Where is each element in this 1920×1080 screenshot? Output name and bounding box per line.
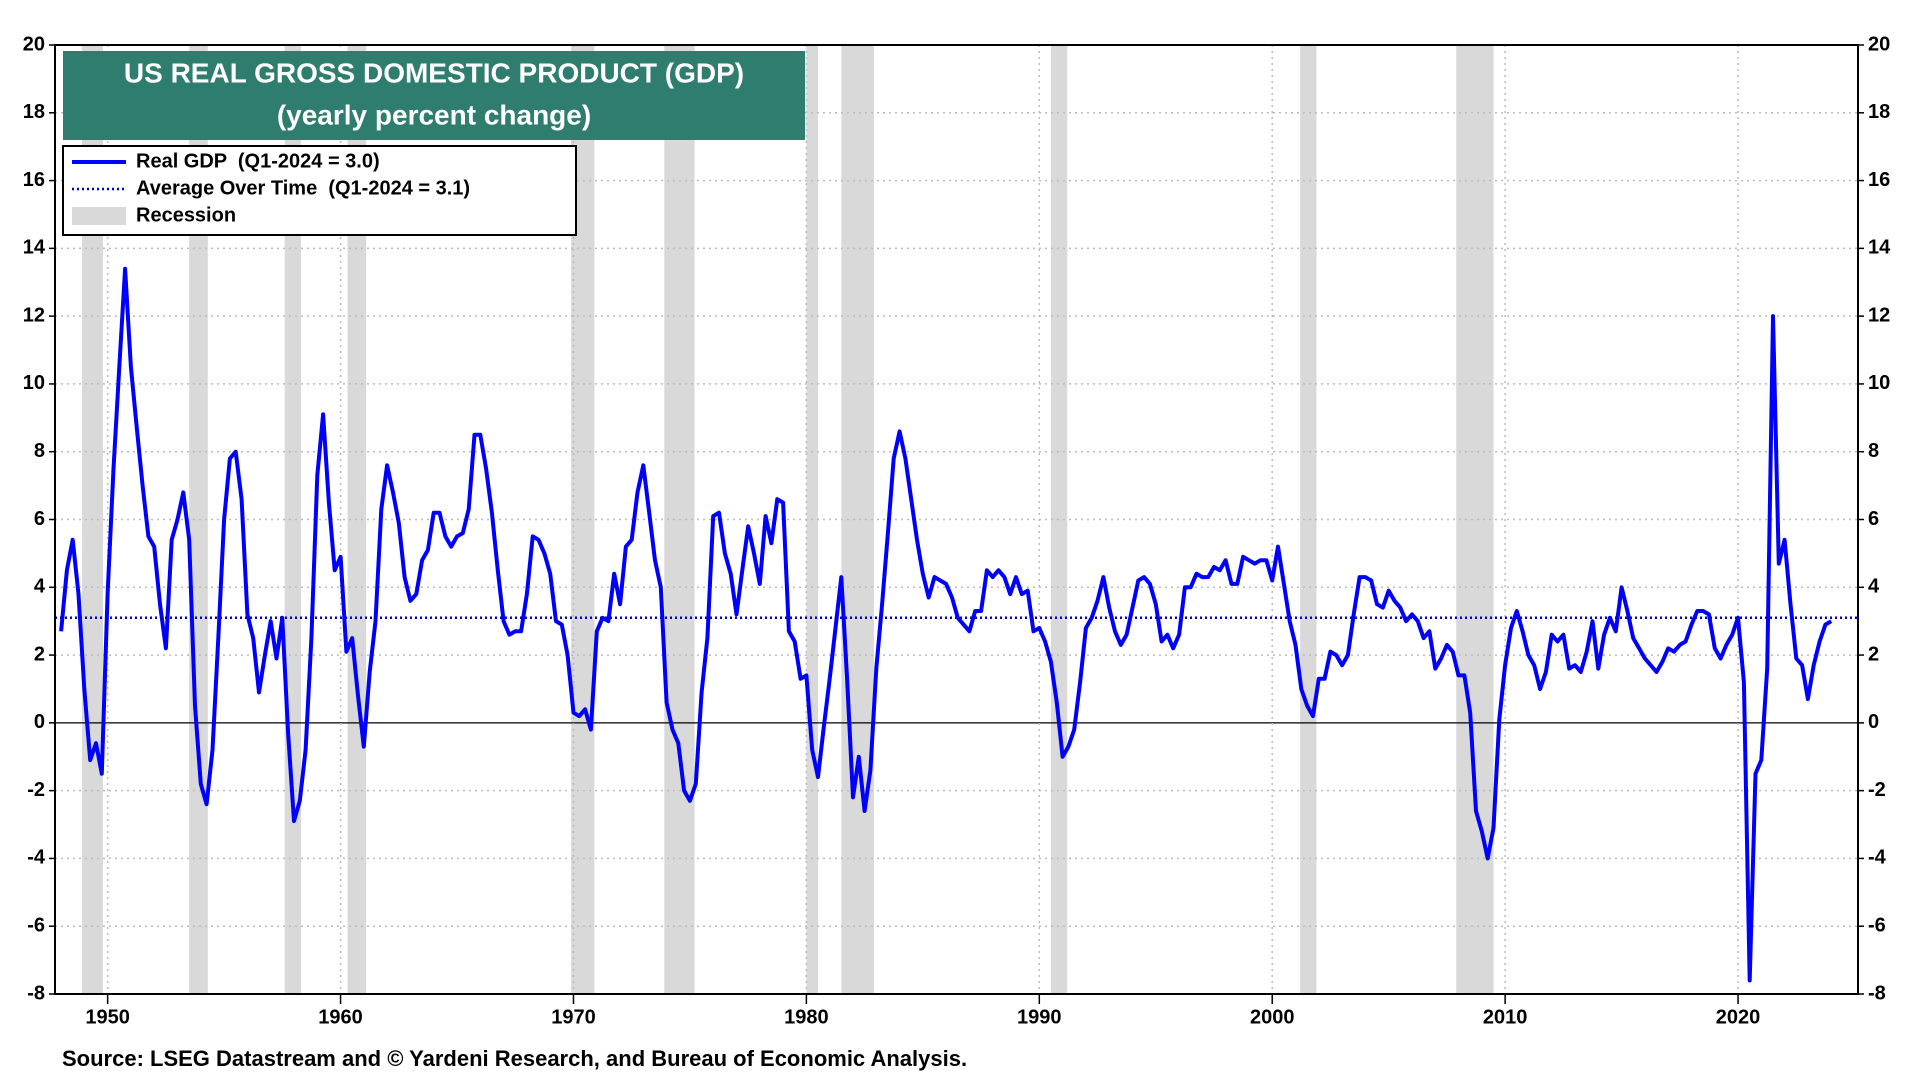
y2-tick-label: 14: [1868, 237, 1891, 259]
legend-label: Real GDP (Q1-2024 = 3.0): [136, 150, 380, 172]
y2-tick-label: 16: [1868, 169, 1890, 191]
y2-tick-label: 2: [1868, 643, 1879, 665]
y2-tick-label: -8: [1868, 982, 1886, 1004]
y2-tick-label: 20: [1868, 33, 1890, 55]
y-tick-label: 10: [23, 372, 45, 394]
y2-tick-label: -4: [1868, 847, 1887, 869]
title-box: [63, 51, 805, 140]
y2-tick-label: 6: [1868, 508, 1879, 530]
recession-band: [189, 45, 208, 994]
y2-tick-label: 0: [1868, 711, 1879, 733]
y-tick-label: 4: [34, 576, 46, 598]
y-tick-label: 2: [34, 643, 45, 665]
y-tick-label: 18: [23, 101, 45, 123]
x-tick-label: 1950: [85, 1006, 130, 1028]
chart-subtitle: (yearly percent change): [277, 99, 591, 130]
recession-band: [1456, 45, 1494, 994]
y-tick-label: 0: [34, 711, 45, 733]
y-tick-label: 20: [23, 33, 45, 55]
legend-label: Recession: [136, 204, 236, 226]
recession-band: [571, 45, 595, 994]
y-tick-label: 8: [34, 440, 45, 462]
y2-tick-label: 8: [1868, 440, 1879, 462]
x-tick-label: 1960: [318, 1006, 363, 1028]
gdp-line: [59, 266, 1833, 983]
y-tick-label: 12: [23, 304, 45, 326]
plot-area: -8 -8 -6 -6 -4 -4 -2 -2 0 0 2 2 4 4 6 6 8 8 10 10 12 12 14 14 16…: [23, 33, 1891, 1028]
y-tick-label: -6: [27, 914, 45, 936]
y-tick-label: -4: [27, 847, 46, 869]
source-note: Source: LSEG Datastream and © Yardeni Re…: [62, 1046, 967, 1071]
x-tick-label: 1990: [1017, 1006, 1062, 1028]
y2-tick-label: 18: [1868, 101, 1890, 123]
y-tick-label: -8: [27, 982, 45, 1004]
x-tick-label: 1970: [551, 1006, 596, 1028]
y2-tick-label: -2: [1868, 779, 1886, 801]
legend-box: [62, 145, 577, 236]
x-tick-label: 2010: [1483, 1006, 1528, 1028]
chart-title: US REAL GROSS DOMESTIC PRODUCT (GDP): [124, 57, 744, 88]
x-tick-label: 2020: [1716, 1006, 1761, 1028]
y2-tick-label: -6: [1868, 914, 1886, 936]
y2-tick-label: 12: [1868, 304, 1890, 326]
y-tick-label: 14: [23, 237, 46, 259]
y-tick-label: 16: [23, 169, 45, 191]
plot-frame: [54, 44, 1859, 995]
recession-band: [841, 45, 874, 994]
legend-label: Average Over Time (Q1-2024 = 3.1): [136, 177, 470, 199]
x-tick-label: 2000: [1250, 1006, 1295, 1028]
y-tick-label: 6: [34, 508, 45, 530]
recession-band: [1300, 45, 1317, 994]
legend: Real GDP (Q1-2024 = 3.0) Average Over Tim…: [62, 145, 577, 236]
x-tick-label: 1980: [784, 1006, 829, 1028]
y2-tick-label: 4: [1868, 576, 1880, 598]
y2-tick-label: 10: [1868, 372, 1890, 394]
legend-swatch: [72, 207, 126, 225]
y-tick-label: -2: [27, 779, 45, 801]
